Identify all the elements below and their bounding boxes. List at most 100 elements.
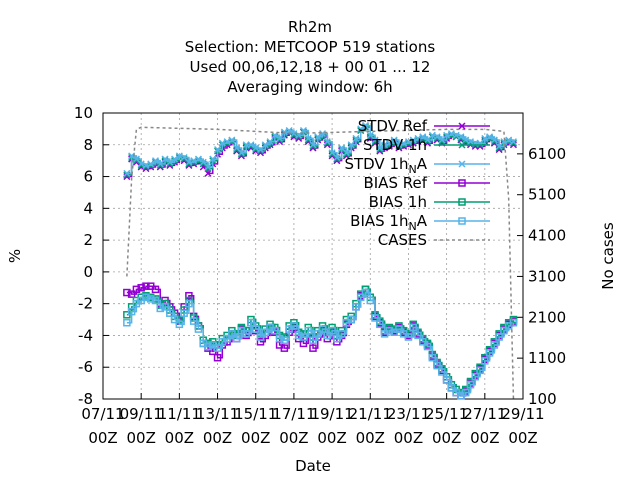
data-point-bias-1h-na	[433, 361, 441, 370]
data-point-bias-1h-na	[175, 320, 184, 329]
chart-title-line: Used 00,06,12,18 + 00 01 ... 12	[190, 58, 431, 76]
data-point-stdv-1h-na	[433, 133, 441, 141]
data-point-bias-1h-na	[337, 330, 346, 338]
data-point-bias-1h-na	[156, 304, 165, 313]
data-point-bias-ref	[137, 284, 145, 292]
y2-axis-ticks: 100 1100 2100 3100 4100 5100 6100	[517, 145, 566, 408]
data-point-bias-ref	[127, 290, 136, 298]
data-point-bias-1h-na	[471, 373, 480, 381]
x-axis-label: Date	[295, 457, 331, 475]
data-point-bias-1h-na	[161, 303, 169, 311]
x-tick-label-line2: 00Z	[508, 429, 537, 447]
chart-title-line: Averaging window: 6h	[227, 78, 392, 96]
data-point-bias-1h-na	[204, 342, 212, 351]
data-point-bias-1h-na	[323, 331, 332, 340]
y2-tick-label: 5100	[528, 186, 566, 204]
legend-item-bias-ref: BIAS Ref	[363, 174, 490, 192]
data-point-bias-ref	[280, 344, 289, 352]
y2-tick-label: 6100	[528, 145, 566, 163]
legend-marker	[458, 160, 466, 168]
data-point-bias-1h-na	[142, 293, 150, 302]
plot-frame	[102, 112, 524, 400]
data-point-bias-ref	[309, 344, 317, 352]
data-point-bias-1h-na	[419, 338, 427, 346]
x-tick-label: 19/11	[310, 405, 353, 423]
data-point-bias-1h-na	[423, 342, 432, 351]
data-point-bias-1h-na	[428, 353, 437, 362]
data-point-bias-1h-na	[232, 334, 241, 343]
data-point-stdv-1h-na	[323, 138, 331, 146]
data-point-stdv-1h-na	[404, 138, 412, 146]
data-point-bias-1h-na	[228, 330, 236, 338]
data-point-stdv-1h-na	[218, 139, 226, 147]
legend-item-bias-1h-na: BIAS 1hNA	[350, 212, 490, 233]
x-tick-label: 25/11	[425, 405, 468, 423]
data-point-bias-1h-na	[261, 328, 270, 337]
data-point-stdv-1h-na	[166, 158, 174, 166]
data-point-stdv-1h-na	[347, 141, 355, 149]
data-point-stdv-1h-na	[505, 136, 513, 144]
data-point-stdv-1h-na	[237, 149, 245, 157]
y2-tick-label: 3100	[528, 267, 566, 285]
x-tick-label: 09/11	[120, 405, 163, 423]
data-point-bias-1h-na	[352, 303, 360, 311]
x-tick-label: 11/11	[158, 405, 201, 423]
x-tick-label-line2: 00Z	[88, 429, 117, 447]
data-point-bias-1h-na	[146, 295, 155, 303]
data-point-stdv-1h-na	[285, 126, 293, 135]
y-tick-label: 2	[83, 231, 93, 249]
x-tick-label-line2: 00Z	[470, 429, 499, 447]
legend-item-cases: CASES	[378, 231, 490, 249]
data-point-stdv-1h-na	[371, 136, 379, 144]
data-point-bias-1h-na	[180, 309, 188, 317]
data-point-stdv-1h-na	[395, 141, 403, 149]
data-point-stdv-1h-na	[309, 141, 317, 149]
data-point-bias-1h-na	[447, 384, 456, 392]
y-tick-label: 4	[83, 199, 93, 217]
data-point-stdv-1h-na	[266, 138, 274, 146]
data-point-bias-1h-na	[438, 368, 446, 376]
data-point-bias-1h-na	[404, 333, 413, 341]
data-point-bias-1h-na	[127, 307, 136, 316]
data-point-stdv-1h-na	[447, 130, 455, 138]
data-point-stdv-1h-na	[190, 157, 198, 165]
data-point-stdv-1h-na	[185, 158, 193, 166]
data-point-bias-1h-na	[271, 326, 279, 335]
series-stdv-1h-na	[123, 122, 517, 177]
data-point-bias-1h-na	[275, 334, 284, 343]
x-tick-label-line2: 00Z	[432, 429, 461, 447]
data-point-stdv-1h-na	[409, 136, 417, 144]
data-point-bias-1h-na	[123, 318, 131, 327]
data-point-stdv-1h-na	[385, 139, 393, 147]
data-point-stdv-1h-na	[414, 134, 422, 142]
data-point-stdv-1h-na	[319, 130, 327, 138]
x-tick-label-line2: 00Z	[394, 429, 423, 447]
data-point-bias-1h-na	[251, 325, 260, 333]
y2-tick-label: 1100	[528, 349, 566, 367]
data-point-bias-1h-na	[376, 320, 384, 329]
data-point-bias-1h-na	[485, 349, 494, 357]
legend-label: STDV 1h	[363, 136, 427, 154]
data-point-bias-1h-na	[442, 376, 451, 384]
legend-marker	[458, 179, 466, 187]
x-tick-label-line2: 00Z	[165, 429, 194, 447]
data-point-stdv-1h-na	[171, 155, 179, 163]
data-point-stdv-1h-na	[428, 131, 436, 139]
x-tick-label: 15/11	[234, 405, 277, 423]
data-point-bias-ref	[132, 285, 141, 294]
series-layer	[123, 122, 518, 400]
data-point-bias-1h-na	[490, 341, 499, 349]
y-tick-label: 0	[83, 263, 93, 281]
data-point-bias-1h-na	[185, 299, 193, 308]
data-point-bias-ref	[123, 288, 131, 297]
data-point-stdv-1h-na	[175, 152, 183, 160]
x-tick-label: 17/11	[272, 405, 315, 423]
data-point-bias-1h-na	[151, 296, 160, 305]
chart-title-line: Selection: METCOOP 519 stations	[185, 38, 436, 56]
y-tick-label: -8	[78, 390, 93, 408]
data-point-stdv-1h-na	[443, 131, 451, 139]
data-point-bias-1h-na	[466, 380, 475, 389]
data-point-bias-ref	[256, 338, 265, 346]
series-cases	[126, 126, 515, 400]
data-point-stdv-1h-na	[466, 138, 475, 146]
